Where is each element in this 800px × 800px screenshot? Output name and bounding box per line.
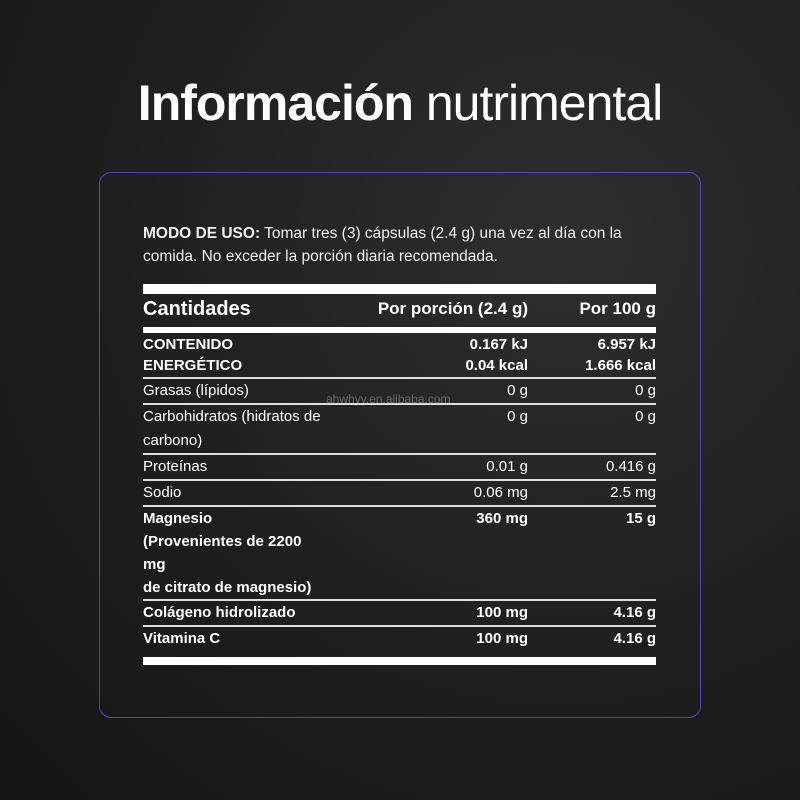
row-name: Colágeno hidrolizado xyxy=(143,604,296,621)
divider xyxy=(143,403,656,405)
energy-portion-kj: 0.167 kJ xyxy=(469,336,528,353)
row-per100: 0 g xyxy=(635,382,656,399)
nutrition-table: Cantidades Por porción (2.4 g) Por 100 g… xyxy=(143,284,656,665)
energy-label: CONTENIDO xyxy=(143,336,233,353)
divider xyxy=(143,625,656,627)
header-per100: Por 100 g xyxy=(579,299,656,318)
table-row: Vitamina C 100 mg 4.16 g xyxy=(143,627,656,651)
row-per100: 0.416 g xyxy=(605,458,656,475)
watermark: ahwhyy.en.alibaba.com xyxy=(326,392,451,406)
usage-label: MODO DE USO: xyxy=(143,225,261,242)
usage-instructions: MODO DE USO: Tomar tres (3) cápsulas (2.… xyxy=(143,222,663,268)
row-name: (Provenientes de 2200 mg xyxy=(143,533,302,573)
energy-portion-kcal: 0.04 kcal xyxy=(465,357,528,374)
header-portion: Por porción (2.4 g) xyxy=(377,299,528,318)
divider xyxy=(143,479,656,481)
title-bold: Información xyxy=(137,75,414,131)
row-per100: 2.5 mg xyxy=(610,484,656,501)
row-name: Vitamina C xyxy=(143,630,221,647)
row-name: Grasas (lípidos) xyxy=(143,382,249,399)
energy-per100-kcal: 1.666 kcal xyxy=(585,357,656,374)
row-portion: 100 mg xyxy=(476,604,528,621)
row-portion: 0 g xyxy=(507,408,528,425)
row-name: Magnesio xyxy=(143,510,213,527)
row-portion: 0 g xyxy=(507,382,528,399)
divider xyxy=(143,657,656,665)
table-row: Grasas (lípidos) 0 g 0 g xyxy=(143,379,656,403)
row-name: Carbohidratos (hidratos de carbono) xyxy=(143,408,321,449)
energy-per100-kj: 6.957 kJ xyxy=(597,336,656,353)
title-light: nutrimental xyxy=(425,75,663,131)
table-row-energy: CONTENIDO ENERGÉTICO 0.167 kJ 0.04 kcal 6.… xyxy=(143,333,656,377)
table-row: Colágeno hidrolizado 100 mg 4.16 g xyxy=(143,601,656,625)
table-row-magnesio: Magnesio (Provenientes de 2200 mg de citra… xyxy=(143,507,656,599)
row-portion: 360 mg xyxy=(476,510,528,527)
table-row: Proteínas 0.01 g 0.416 g xyxy=(143,455,656,479)
divider xyxy=(143,453,656,455)
divider xyxy=(143,327,656,333)
row-portion: 0.01 g xyxy=(486,458,528,475)
row-per100: 4.16 g xyxy=(613,630,656,647)
usage-text: Tomar tres (3) cápsulas (2.4 g) una vez … xyxy=(143,225,622,265)
row-per100: 4.16 g xyxy=(613,604,656,621)
table-header: Cantidades Por porción (2.4 g) Por 100 g xyxy=(143,294,656,324)
table-row: Carbohidratos (hidratos de carbono) 0 g 0 … xyxy=(143,405,656,453)
divider xyxy=(143,284,656,294)
nutrition-card xyxy=(99,172,701,718)
row-name: Sodio xyxy=(143,484,182,501)
row-portion: 0.06 mg xyxy=(473,484,528,501)
header-cantidades: Cantidades xyxy=(143,298,251,320)
row-name: de citrato de magnesio) xyxy=(143,579,312,596)
energy-label: ENERGÉTICO xyxy=(143,357,243,374)
divider xyxy=(143,505,656,507)
row-portion: 100 mg xyxy=(476,630,528,647)
divider xyxy=(143,377,656,379)
row-name: Proteínas xyxy=(143,458,208,475)
page-title: Información nutrimental xyxy=(0,74,800,132)
row-per100: 0 g xyxy=(635,408,656,425)
divider xyxy=(143,599,656,601)
row-per100: 15 g xyxy=(625,510,656,527)
table-row: Sodio 0.06 mg 2.5 mg xyxy=(143,481,656,505)
